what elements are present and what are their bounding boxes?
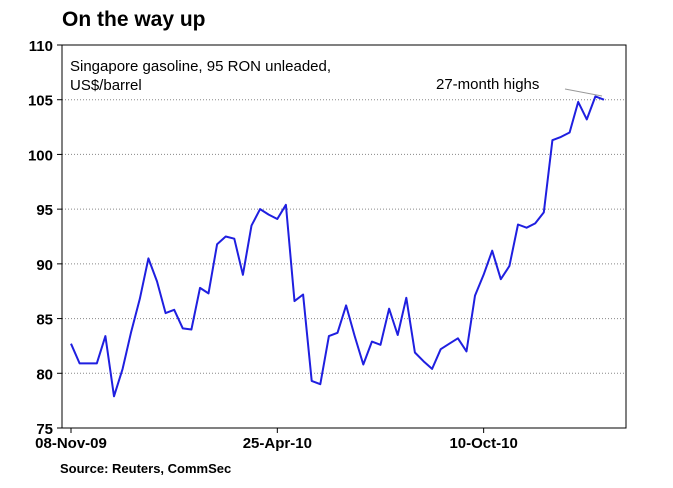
- data-point-16: [207, 292, 210, 295]
- data-point-10: [156, 280, 159, 283]
- data-point-22: [259, 208, 262, 211]
- series-line-gasoline-price: [70, 95, 605, 398]
- data-point-1: [78, 362, 81, 365]
- data-point-21: [250, 224, 253, 227]
- data-point-33: [353, 335, 356, 338]
- data-point-43: [439, 348, 442, 351]
- data-point-14: [190, 328, 193, 331]
- data-point-32: [345, 304, 348, 307]
- data-point-2: [87, 362, 90, 365]
- data-point-60: [585, 118, 588, 121]
- data-point-18: [224, 235, 227, 238]
- data-point-46: [465, 350, 468, 353]
- data-point-44: [448, 342, 451, 345]
- y-tick-label-110: 110: [29, 38, 53, 55]
- data-point-12: [173, 308, 176, 311]
- data-point-48: [482, 273, 485, 276]
- data-point-7: [130, 330, 133, 333]
- data-point-62: [603, 98, 606, 101]
- chart-source: Source: Reuters, CommSec: [60, 461, 232, 476]
- data-point-34: [362, 363, 365, 366]
- data-point-6: [121, 367, 124, 370]
- data-point-58: [568, 131, 571, 134]
- data-point-42: [431, 367, 434, 370]
- plot-frame: [61, 44, 627, 429]
- data-point-23: [267, 213, 270, 216]
- data-point-29: [319, 383, 322, 386]
- data-point-24: [276, 218, 279, 221]
- y-tick-label-85: 85: [36, 312, 53, 329]
- data-point-31: [336, 331, 339, 334]
- data-point-25: [284, 203, 287, 206]
- data-point-19: [233, 237, 236, 240]
- data-point-55: [542, 211, 545, 214]
- data-point-13: [181, 327, 184, 330]
- data-point-20: [241, 273, 244, 276]
- data-point-11: [164, 312, 167, 315]
- data-point-36: [379, 343, 382, 346]
- x-tick-label-2: 10-Oct-10: [449, 435, 517, 452]
- data-point-40: [413, 351, 416, 354]
- data-point-37: [388, 307, 391, 310]
- data-point-8: [138, 297, 141, 300]
- data-point-35: [370, 340, 373, 343]
- data-point-0: [70, 342, 73, 345]
- chart-title: On the way up: [62, 8, 206, 31]
- y-tick-label-105: 105: [28, 93, 53, 110]
- y-tick-label-75: 75: [36, 421, 53, 438]
- data-point-28: [310, 379, 313, 382]
- data-point-26: [293, 300, 296, 303]
- data-point-57: [560, 135, 563, 138]
- data-point-59: [577, 100, 580, 103]
- data-point-27: [302, 293, 305, 296]
- data-point-53: [525, 226, 528, 229]
- data-point-45: [456, 337, 459, 340]
- data-point-50: [499, 278, 502, 281]
- data-point-41: [422, 360, 425, 363]
- data-point-47: [474, 294, 477, 297]
- series-layer: [70, 95, 606, 398]
- data-point-4: [104, 335, 107, 338]
- x-tick-label-0: 08-Nov-09: [35, 435, 107, 452]
- x-tick-label-1: 25-Apr-10: [243, 435, 312, 452]
- data-point-30: [327, 335, 330, 338]
- data-point-17: [216, 243, 219, 246]
- annotation-leader-line: [564, 88, 603, 97]
- grid-layer: [62, 99, 626, 374]
- y-tick-label-80: 80: [36, 366, 53, 383]
- data-point-49: [491, 249, 494, 252]
- data-point-3: [95, 362, 98, 365]
- y-tick-label-100: 100: [28, 147, 53, 164]
- data-point-51: [508, 265, 511, 268]
- chart-subtitle-line-1: Singapore gasoline, 95 RON unleaded,: [70, 58, 331, 75]
- data-point-56: [551, 139, 554, 142]
- annotation-27-month-highs: 27-month highs: [436, 76, 539, 93]
- data-point-38: [396, 334, 399, 337]
- data-point-39: [405, 296, 408, 299]
- axis-layer: 75 80 85 90 95 100 105 110 08-Nov-09 25-Apr-10 10-…: [28, 38, 627, 452]
- data-point-54: [534, 222, 537, 225]
- y-tick-label-90: 90: [36, 257, 53, 274]
- data-point-52: [517, 223, 520, 226]
- chart-subtitle-line-2: US$/barrel: [70, 77, 142, 94]
- y-tick-label-95: 95: [36, 202, 53, 219]
- data-point-5: [113, 395, 116, 398]
- data-point-9: [147, 257, 150, 260]
- data-point-15: [199, 286, 202, 289]
